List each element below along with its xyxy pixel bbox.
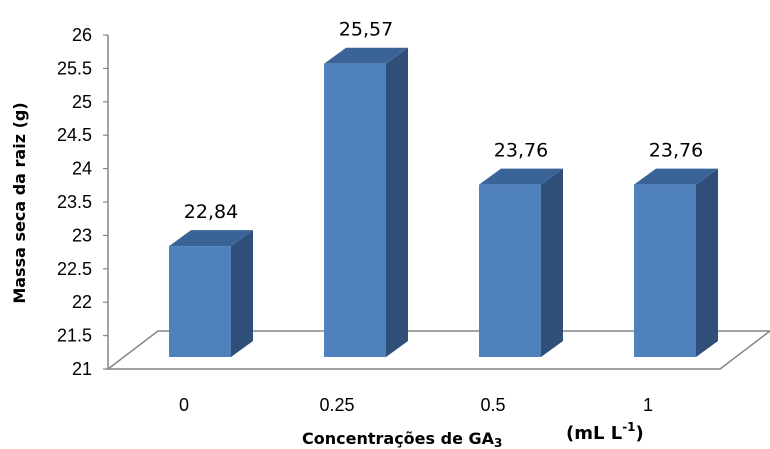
x-axis-unit-exponent: -1 (622, 420, 635, 434)
bar-top-face (324, 47, 408, 64)
bar-0 (169, 230, 253, 357)
x-axis-title-main: Concentrações de GA (302, 429, 495, 448)
axis-layer: 21 21.5 22 22.5 23 23.5 24 24.5 25 25.5 26 (57, 25, 109, 379)
y-tick-label: 21 (72, 359, 92, 379)
y-tick-label: 21.5 (57, 326, 92, 346)
chart-floor (105, 330, 770, 370)
bar-data-label: 23,76 (649, 140, 703, 162)
bar-side-face (696, 168, 718, 357)
bar-front-face (634, 184, 696, 357)
y-tick-label: 23.5 (57, 192, 92, 212)
y-tick-label: 25 (72, 92, 92, 112)
bar-data-label: 22,84 (184, 201, 238, 223)
y-tick-label: 22 (72, 292, 92, 312)
bar-top-face (634, 168, 718, 185)
x-axis-unit: (mL L-1) (566, 420, 644, 444)
bar-data-label: 25,57 (339, 19, 393, 41)
bar-side-face (541, 168, 563, 357)
bar-data-label: 23,76 (494, 140, 548, 162)
labels-layer: 22,84 25,57 23,76 23,76 0 0.25 0.5 1 (179, 19, 703, 415)
bar-front-face (479, 184, 541, 357)
x-tick-label: 0.5 (480, 395, 505, 415)
x-tick-label: 0 (179, 395, 189, 415)
y-tick-label: 23 (72, 225, 92, 245)
y-tick-label: 24.5 (57, 125, 92, 145)
x-axis-unit-prefix: (mL L (566, 423, 622, 444)
x-tick-label: 1 (643, 395, 653, 415)
x-axis-title: Concentrações de GA3 (302, 429, 502, 449)
bar-1 (324, 47, 408, 357)
y-tick-label: 24 (72, 159, 92, 179)
y-tick-label: 22.5 (57, 259, 92, 279)
bar-front-face (169, 246, 231, 357)
bar-2 (479, 168, 563, 357)
bar-top-face (169, 230, 253, 247)
bars-layer (169, 47, 718, 357)
y-tick-label: 26 (72, 25, 92, 45)
bar-side-face (231, 230, 253, 357)
bar-front-face (324, 63, 386, 357)
bar-3 (634, 168, 718, 357)
y-axis-title: Massa seca da raiz (g) (10, 102, 29, 303)
floor-layer (105, 330, 770, 370)
x-axis-unit-suffix: ) (636, 423, 644, 444)
x-axis-title-subscript: 3 (494, 436, 502, 449)
y-tick-label: 25.5 (57, 58, 92, 78)
bar-top-face (479, 168, 563, 185)
bar-side-face (386, 47, 408, 357)
x-tick-label: 0.25 (319, 395, 354, 415)
